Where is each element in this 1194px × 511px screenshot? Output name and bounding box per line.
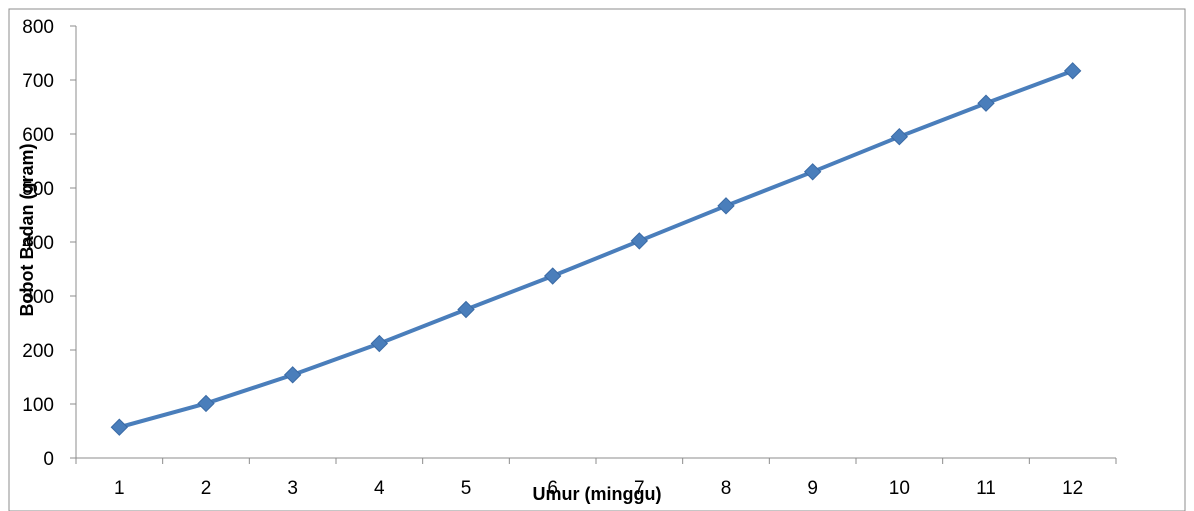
data-point-marker <box>110 418 129 436</box>
data-point-marker <box>543 267 562 285</box>
data-point-marker <box>977 94 995 112</box>
x-tick-label: 6 <box>547 478 558 499</box>
y-axis-title: Bobot Badan (gram) <box>17 143 37 316</box>
data-point-marker <box>370 334 389 353</box>
y-axis-ticks: 0 100 200 300 400 500 600 700 800 <box>22 17 76 470</box>
x-tick-label: 7 <box>634 478 645 499</box>
y-tick-label: 800 <box>22 17 54 38</box>
y-tick-label: 0 <box>43 449 54 470</box>
data-point-marker <box>1063 62 1082 80</box>
x-tick-label: 5 <box>461 478 472 499</box>
y-tick-label: 300 <box>22 287 54 308</box>
x-tick-label: 11 <box>976 478 996 499</box>
x-tick-label: 12 <box>1062 478 1083 499</box>
data-point-marker <box>197 394 215 413</box>
y-tick-label: 600 <box>22 125 54 146</box>
y-tick-label: 400 <box>22 233 54 254</box>
x-tick-label: 4 <box>374 478 385 499</box>
data-point-marker <box>630 232 649 250</box>
x-tick-label: 10 <box>889 478 910 499</box>
y-tick-label: 700 <box>22 71 54 92</box>
data-point-marker <box>457 300 475 319</box>
x-axis-ticks: 1 2 3 4 5 6 7 8 9 10 11 12 <box>75 458 1117 499</box>
series-group <box>110 62 1082 436</box>
data-point-marker <box>890 127 909 146</box>
x-tick-label: 8 <box>721 478 732 499</box>
x-tick-label: 1 <box>114 478 125 499</box>
y-tick-label: 500 <box>22 179 54 200</box>
x-tick-label: 2 <box>201 478 212 499</box>
x-axis-title: Umur (minggu) <box>533 484 662 504</box>
y-tick-label: 100 <box>22 395 54 416</box>
data-point-marker <box>717 197 735 215</box>
series-line <box>118 68 1074 430</box>
data-point-marker <box>283 366 302 384</box>
x-tick-label: 9 <box>807 478 818 499</box>
y-tick-label: 200 <box>22 341 54 362</box>
chart-frame <box>8 8 1186 511</box>
data-point-marker <box>803 163 822 181</box>
x-tick-label: 3 <box>287 478 298 499</box>
